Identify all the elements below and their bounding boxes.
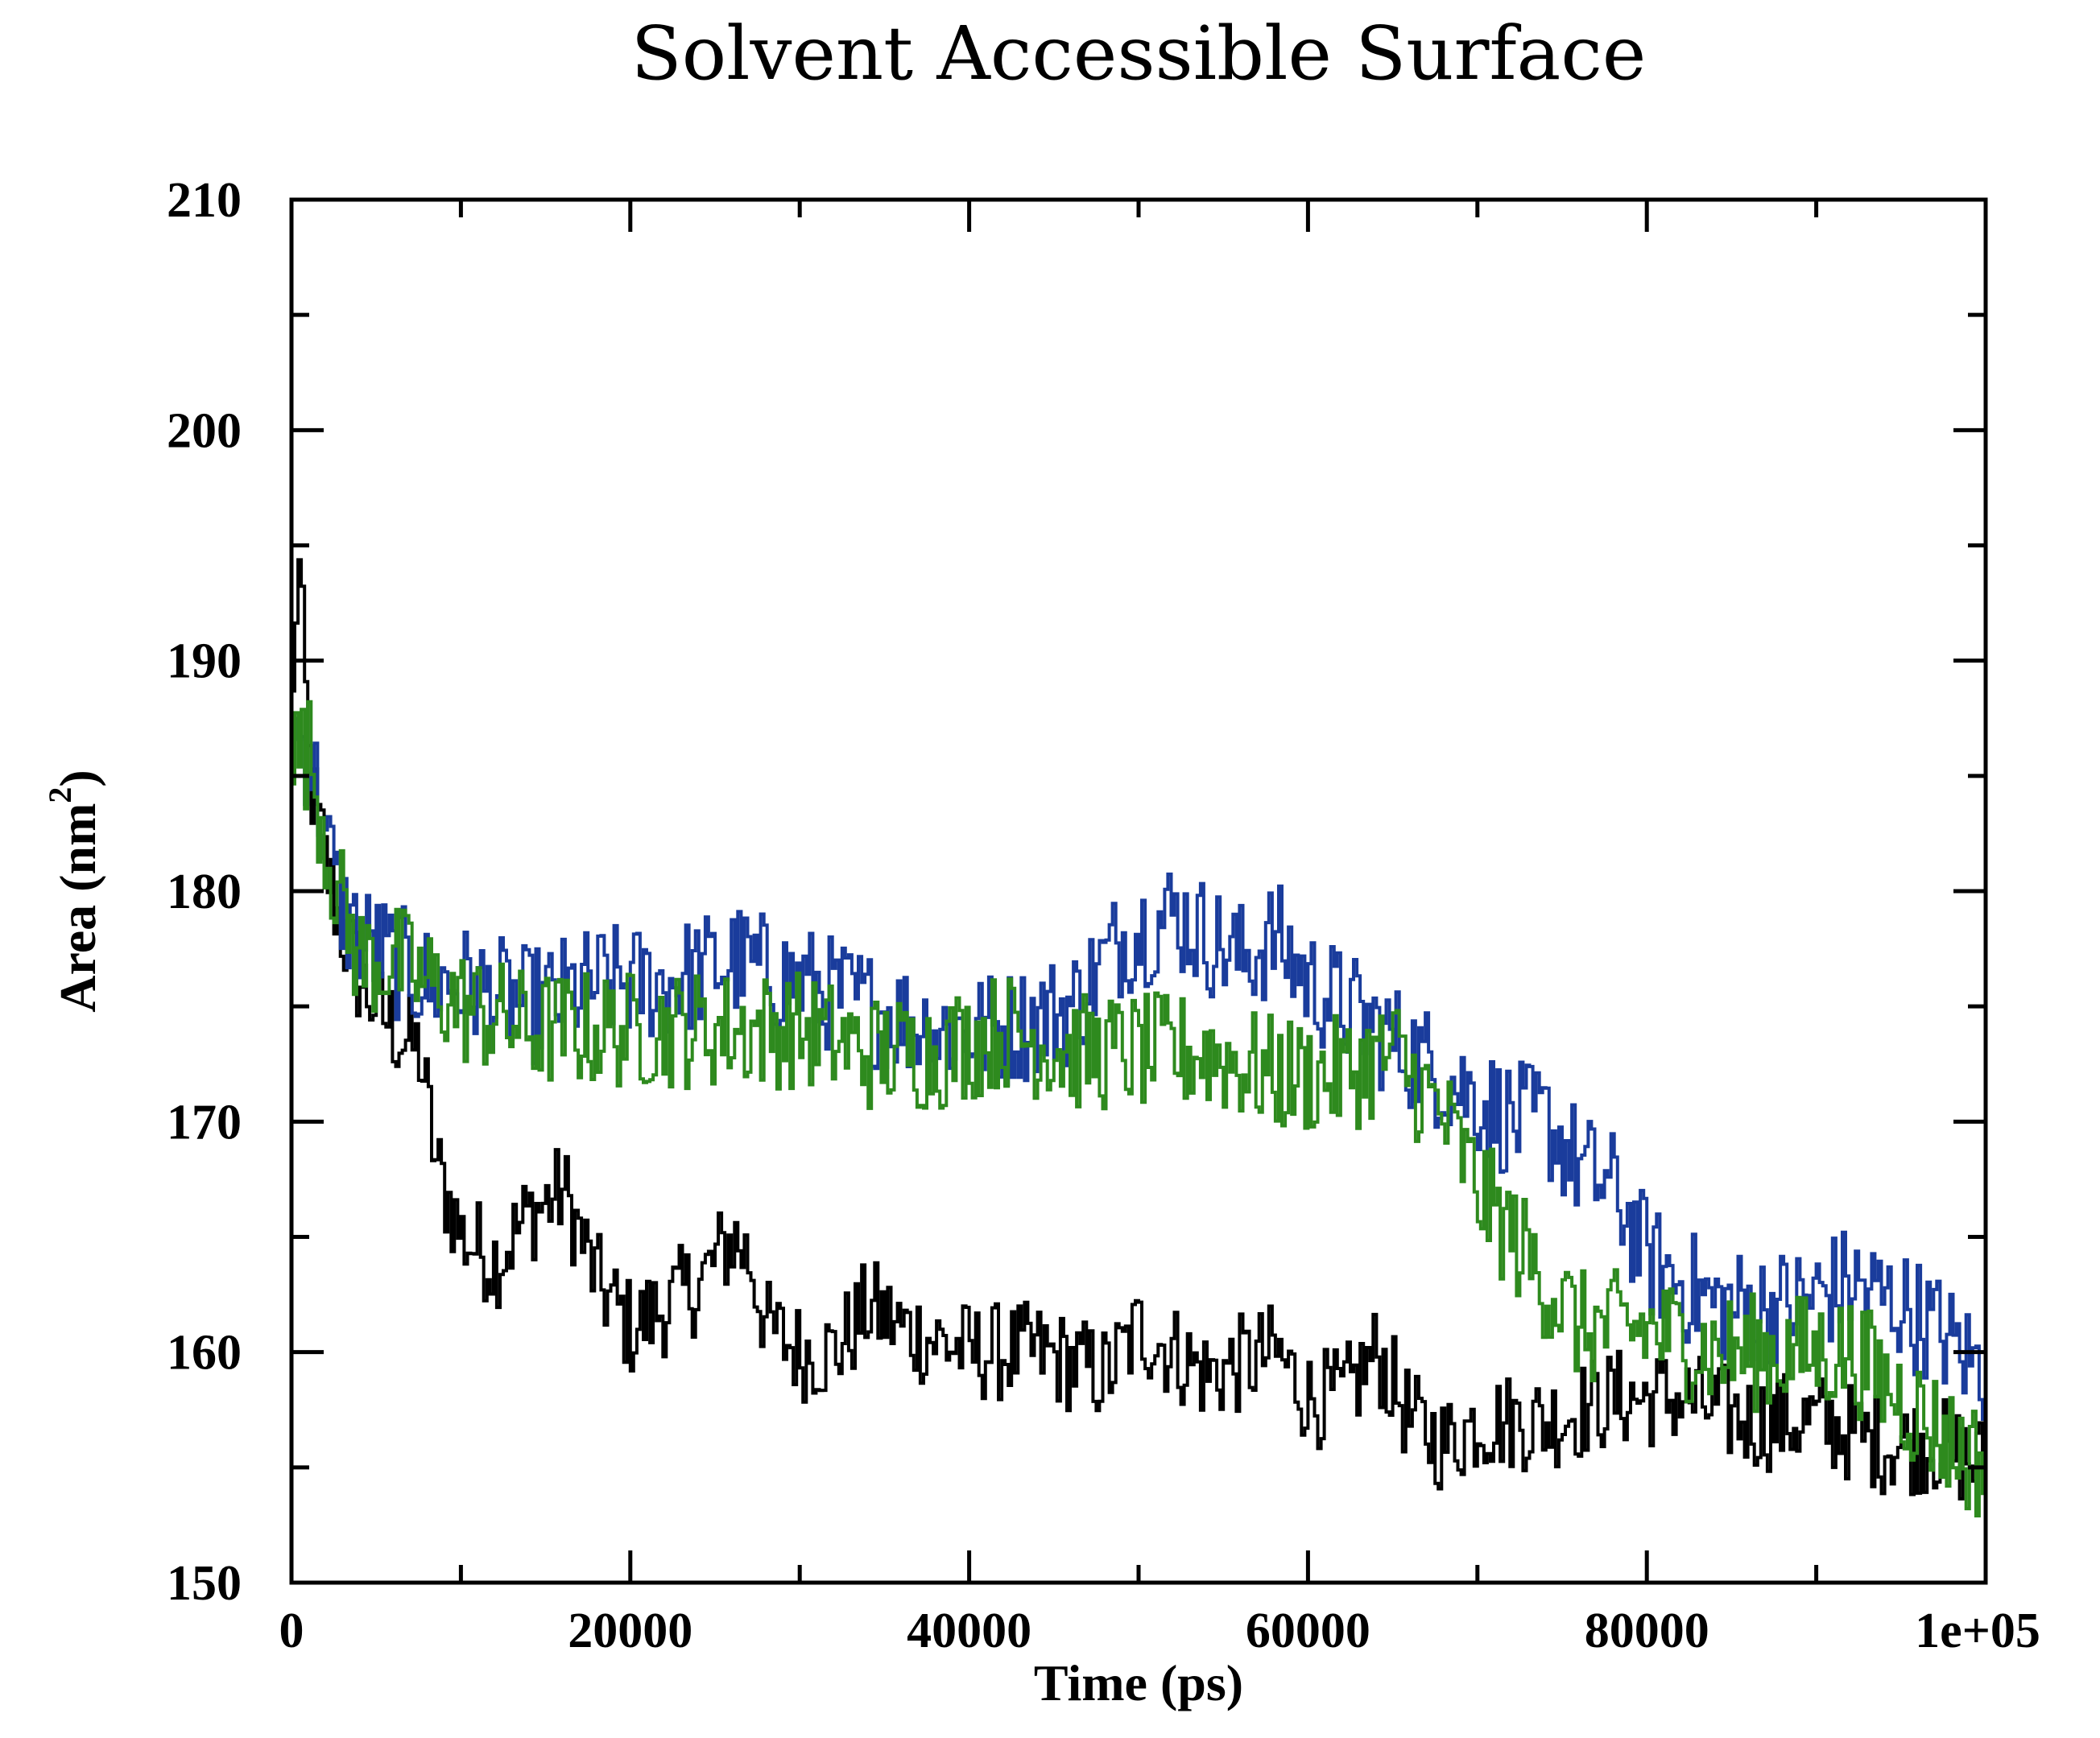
x-axis-label: Time (ps) xyxy=(1034,1654,1243,1711)
y-axis-label: Area (nm2) xyxy=(42,770,106,1012)
chart-title: Solvent Accessible Surface xyxy=(631,10,1647,97)
x-tick-label: 40000 xyxy=(907,1604,1031,1658)
y-tick-label: 160 xyxy=(167,1326,242,1381)
x-tick-label: 60000 xyxy=(1246,1604,1370,1658)
y-axis-label-close: ) xyxy=(49,770,106,786)
series-line-black xyxy=(291,558,1987,1501)
series-line-green xyxy=(291,700,1987,1517)
y-axis-label-main: Area (nm xyxy=(49,803,106,1013)
y-tick-label: 170 xyxy=(167,1095,242,1150)
y-tick-label: 150 xyxy=(167,1556,242,1611)
series-line-blue xyxy=(291,716,1987,1425)
series-layer xyxy=(291,558,1987,1517)
y-tick-label: 180 xyxy=(167,865,242,919)
x-tick-label: 0 xyxy=(279,1604,304,1658)
y-tick-label: 200 xyxy=(167,403,242,458)
x-tick-label: 20000 xyxy=(568,1604,692,1658)
y-tick-label: 210 xyxy=(167,173,242,228)
tick-layer: 0 20000 40000 60000 80000 1e+05 150 160 170 180 19… xyxy=(167,173,2040,1658)
x-tick-label: 1e+05 xyxy=(1915,1604,2040,1658)
y-tick-label: 190 xyxy=(167,634,242,689)
y-axis-label-superscript: 2 xyxy=(42,787,78,803)
x-tick-label: 80000 xyxy=(1585,1604,1709,1658)
